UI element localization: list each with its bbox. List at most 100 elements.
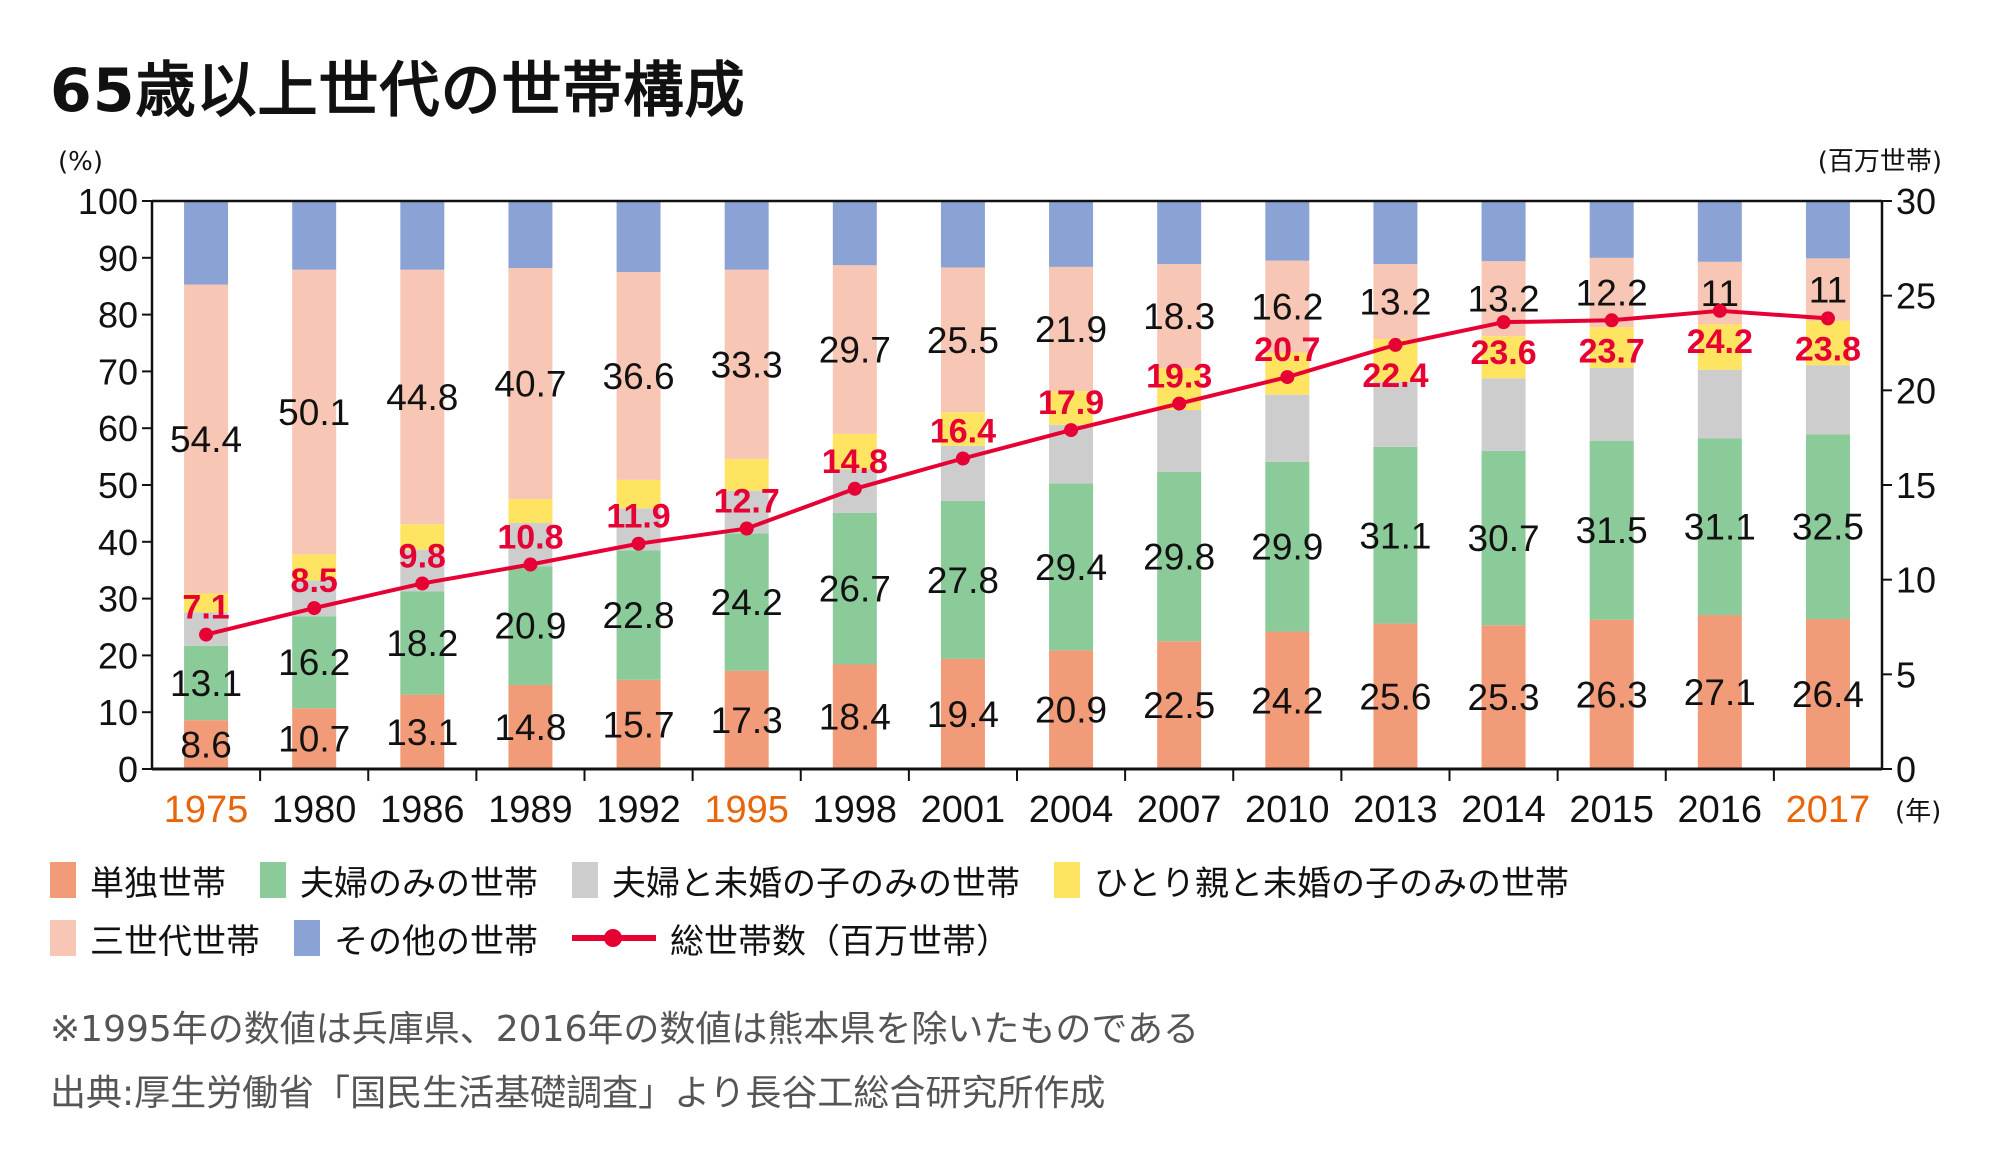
line-point <box>847 481 862 496</box>
y-left-tick-label: 20 <box>98 635 138 676</box>
line-point <box>955 451 970 466</box>
bar-segment <box>1157 641 1202 769</box>
line-point <box>1712 303 1727 318</box>
bar-segment <box>184 645 229 721</box>
bar-segment <box>940 412 985 446</box>
line-value-label: 9.8 <box>399 537 446 575</box>
bar-segment <box>1589 619 1634 769</box>
segment-value-label: 25.5 <box>927 320 999 361</box>
y-left-tick-label: 60 <box>98 408 138 449</box>
y-right-tick-label: 25 <box>1896 276 1936 317</box>
y-right-tick-label: 0 <box>1896 749 1916 790</box>
bar-segment <box>1805 320 1850 366</box>
x-tick-label: 2004 <box>1029 789 1114 831</box>
bar-segment <box>1481 378 1526 451</box>
bar-segment <box>1049 483 1094 651</box>
notes: ※1995年の数値は兵庫県、2016年の数値は熊本県を除いたものである 出典:厚… <box>50 998 1199 1126</box>
bar-segment <box>1265 631 1310 769</box>
segment-value-label: 16.2 <box>1251 287 1323 328</box>
segment-value-label: 25.6 <box>1359 676 1431 717</box>
legend-item: その他の世帯 <box>294 914 538 963</box>
total-households-line <box>205 308 1829 637</box>
bar-segment <box>1157 471 1202 642</box>
bar-segment <box>832 433 877 470</box>
bar-segment <box>616 479 661 509</box>
y-left-tick-label: 30 <box>98 579 138 620</box>
legend-swatch <box>260 862 286 898</box>
bar-segment <box>292 616 337 709</box>
segment-value-label: 54.4 <box>170 419 242 460</box>
line-value-label: 23.6 <box>1470 334 1536 372</box>
segment-value-label: 16.2 <box>278 642 350 683</box>
bar-segment <box>1697 201 1742 262</box>
segment-value-label: 32.5 <box>1792 507 1864 548</box>
legend-item: ひとり親と未婚の子のみの世帯 <box>1054 856 1569 905</box>
y-right-tick-label: 20 <box>1896 370 1936 411</box>
segment-value-label: 20.9 <box>1035 690 1107 731</box>
legend: 単独世帯 夫婦のみの世帯 夫婦と未婚の子のみの世帯 ひとり親と未婚の子のみの世帯 三世… <box>50 852 1950 968</box>
bar-segment <box>1697 369 1742 439</box>
segment-value-label: 18.4 <box>819 697 891 738</box>
bar-segment <box>724 201 769 270</box>
line-value-label: 17.9 <box>1038 384 1104 422</box>
segment-value-label: 31.1 <box>1684 507 1756 548</box>
x-tick-label: 2016 <box>1678 789 1763 831</box>
segment-value-label: 21.9 <box>1035 309 1107 350</box>
legend-item: 単独世帯 <box>50 856 226 905</box>
line-value-label: 23.8 <box>1795 330 1861 368</box>
x-tick-label: 1995 <box>704 789 789 831</box>
bar-segment <box>1589 440 1634 620</box>
line-value-label: 11.9 <box>606 498 670 536</box>
segment-value-label: 31.1 <box>1359 515 1431 556</box>
bar-segment <box>1049 650 1094 769</box>
bar-segment <box>616 201 661 272</box>
legend-row: 三世代世帯 その他の世帯 総世帯数（百万世帯） <box>50 910 1950 966</box>
bar-segment <box>1805 365 1850 435</box>
y-axis-right-unit: (百万世帯) <box>1818 147 1942 177</box>
x-tick-label: 1975 <box>164 789 249 831</box>
legend-item: 三世代世帯 <box>50 914 260 963</box>
segment-value-label: 13.1 <box>170 663 242 704</box>
bar-segment <box>1373 623 1418 769</box>
segment-value-label: 18.3 <box>1143 296 1215 337</box>
x-tick-label: 1986 <box>380 789 465 831</box>
segment-value-label: 29.8 <box>1143 537 1215 578</box>
bar-segment <box>400 269 445 525</box>
bar-segment <box>940 267 985 413</box>
segment-value-label: 33.3 <box>711 344 783 385</box>
segment-value-label: 13.2 <box>1359 282 1431 323</box>
segment-value-label: 12.2 <box>1576 272 1648 313</box>
bar-segment <box>832 265 877 434</box>
bar-segment <box>724 533 769 671</box>
segment-labels-layer: 8.6 13.1 54.4 10.7 16.2 50.1 13.1 18.2 44.8 14.8 2… <box>170 270 1864 766</box>
bar-segment <box>1265 461 1310 632</box>
bar-segment <box>1589 201 1634 258</box>
y-left-tick-label: 0 <box>118 749 138 790</box>
legend-label: 三世代世帯 <box>90 921 260 962</box>
bar-segment <box>184 284 229 594</box>
line-point <box>1820 311 1835 326</box>
x-axis-unit: (年) <box>1895 797 1941 827</box>
bar-segment <box>508 268 553 500</box>
legend-label: 総世帯数（百万世帯） <box>670 921 1010 962</box>
line-point <box>1280 370 1295 385</box>
axes-layer: 0 10 20 30 40 50 60 70 80 90 100 0 5 10 15 20 25 30 1975 19… <box>78 181 1936 831</box>
bar-segment <box>1157 201 1202 265</box>
bar-segment <box>1049 266 1094 392</box>
total-households-line-layer: 7.1 8.5 9.8 10.8 11.9 12.7 14.8 16.4 17.9 19.3 20.… <box>182 303 1861 642</box>
bar-segment <box>400 524 445 550</box>
line-point <box>523 557 538 572</box>
y-right-tick-label: 5 <box>1896 654 1916 695</box>
x-tick-label: 1998 <box>813 789 898 831</box>
segment-value-label: 19.4 <box>927 694 999 735</box>
line-point <box>1172 396 1187 411</box>
y-left-tick-label: 70 <box>98 351 138 392</box>
segment-value-label: 8.6 <box>180 725 231 766</box>
y-right-tick-label: 10 <box>1896 560 1936 601</box>
bar-segment <box>1481 625 1526 769</box>
bar-segment <box>400 694 445 769</box>
bar-segment <box>832 512 877 665</box>
legend-line-marker-icon <box>572 926 656 950</box>
segment-value-label: 31.5 <box>1576 510 1648 551</box>
segment-value-label: 25.3 <box>1468 677 1540 718</box>
